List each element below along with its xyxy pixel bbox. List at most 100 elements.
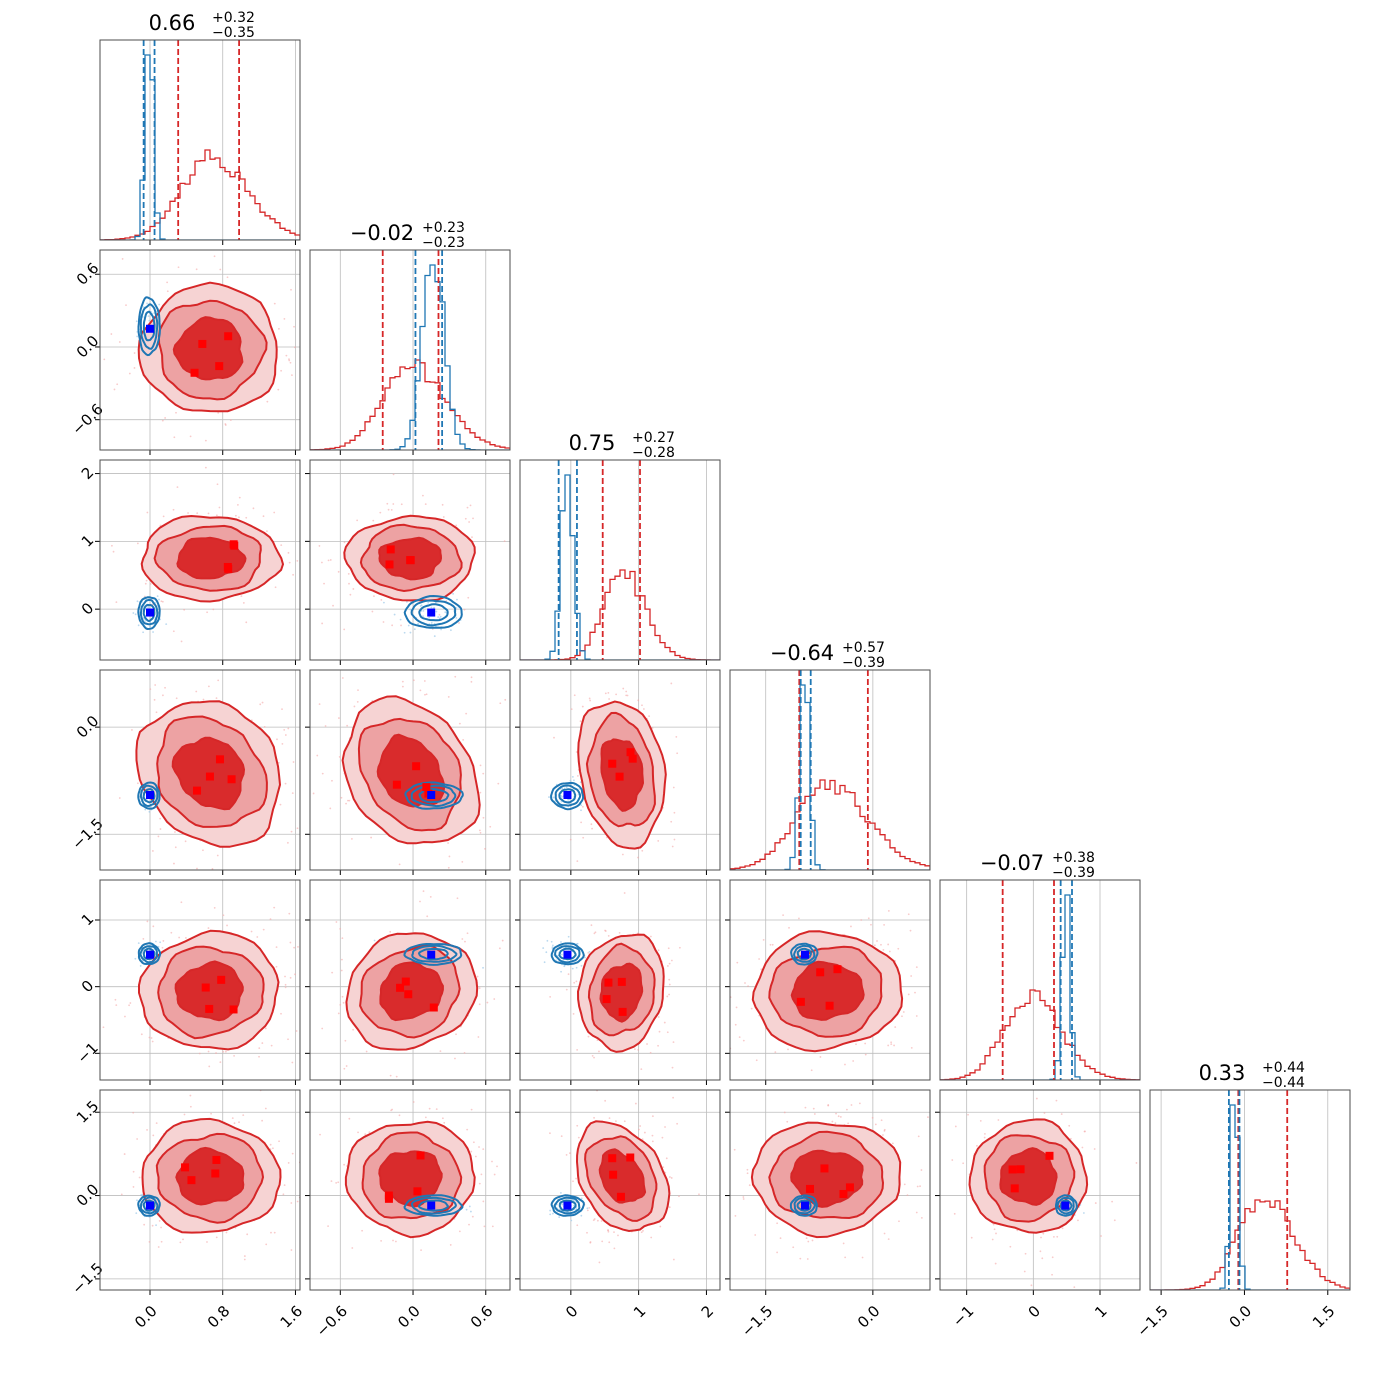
sample-point xyxy=(202,698,205,701)
sample-point xyxy=(373,939,376,942)
sample-point xyxy=(116,383,119,386)
contour-panel-2-0: 0 1 2 xyxy=(78,459,301,665)
sample-point xyxy=(657,1016,660,1018)
sample-point xyxy=(370,836,373,839)
sample-point xyxy=(478,1182,481,1185)
sample-point xyxy=(1061,1227,1064,1230)
panel-title-minus: −0.35 xyxy=(212,25,255,41)
sample-point xyxy=(1053,1235,1055,1238)
sample-point xyxy=(350,837,353,840)
sample-point xyxy=(573,779,575,782)
sample-point xyxy=(746,1172,749,1175)
x-tick-label: −1.5 xyxy=(1133,1302,1171,1340)
sample-point xyxy=(676,1122,679,1125)
sample-point xyxy=(387,508,390,511)
sample-point xyxy=(880,1119,883,1122)
sample-point xyxy=(262,928,265,931)
sample-point xyxy=(419,689,422,692)
sample-point xyxy=(121,258,124,260)
sample-point xyxy=(312,792,315,795)
sample-point xyxy=(204,466,207,469)
sample-point xyxy=(993,1228,996,1231)
sample-point xyxy=(580,809,582,812)
red-truth-marker xyxy=(602,995,611,1004)
panel-title-minus: −0.39 xyxy=(842,655,885,671)
sample-point xyxy=(182,1238,184,1241)
red-truth-marker xyxy=(205,772,214,781)
sample-point xyxy=(277,388,280,391)
sample-point xyxy=(233,1054,235,1057)
sample-point xyxy=(967,1113,969,1116)
sample-point xyxy=(558,1216,561,1218)
sample-point xyxy=(593,1116,595,1119)
sample-point xyxy=(136,600,139,603)
sample-point xyxy=(586,1207,589,1210)
sample-point xyxy=(479,831,482,834)
sample-point xyxy=(1077,1219,1079,1222)
blue-contour-level-2 xyxy=(142,310,156,342)
red-truth-marker xyxy=(193,786,202,795)
sample-point xyxy=(151,850,154,852)
sample-point xyxy=(142,937,145,940)
sample-point xyxy=(158,303,161,306)
blue-contour-level-1 xyxy=(410,784,457,808)
hist-panel-3: −0.64 +0.57−0.39 xyxy=(729,640,931,875)
red-truth-marker xyxy=(1008,1165,1017,1174)
sample-point xyxy=(600,1220,603,1222)
red-histogram xyxy=(730,779,930,870)
sample-point xyxy=(337,1012,340,1015)
sample-point xyxy=(315,988,317,990)
sample-point xyxy=(786,1120,789,1123)
sample-point xyxy=(149,582,152,585)
red-histogram xyxy=(1150,1199,1350,1290)
sample-point xyxy=(157,1246,160,1248)
sample-point xyxy=(650,935,652,938)
sample-point xyxy=(621,853,624,856)
sample-point xyxy=(306,581,308,583)
sample-point xyxy=(607,692,610,694)
sample-point xyxy=(1051,1273,1053,1276)
sample-point xyxy=(321,1027,324,1030)
sample-point xyxy=(1039,1250,1042,1253)
sample-point xyxy=(225,1231,228,1234)
sample-point xyxy=(234,514,237,517)
sample-point xyxy=(657,949,660,952)
sample-point xyxy=(449,1244,452,1246)
sample-point xyxy=(478,1003,481,1006)
sample-point xyxy=(400,624,402,627)
sample-point xyxy=(135,1212,138,1215)
sample-point xyxy=(468,521,470,523)
sample-point xyxy=(1041,1257,1044,1260)
sample-point xyxy=(292,573,294,576)
red-truth-marker xyxy=(386,545,395,554)
sample-point xyxy=(844,1091,846,1093)
blue-histogram xyxy=(1150,1104,1350,1290)
sample-point xyxy=(219,1061,222,1064)
sample-point xyxy=(136,335,139,338)
sample-point xyxy=(799,1257,802,1260)
sample-point xyxy=(297,945,299,948)
sample-point xyxy=(438,617,441,620)
sample-point xyxy=(331,667,333,669)
panel-frame xyxy=(309,879,511,1081)
sample-point xyxy=(882,948,885,951)
sample-point xyxy=(846,1108,848,1111)
panel-title-minus: −0.28 xyxy=(632,445,675,461)
sample-point xyxy=(462,738,465,741)
sample-point xyxy=(1042,1232,1045,1235)
sample-point xyxy=(464,940,466,943)
sample-point xyxy=(668,978,671,981)
sample-point xyxy=(883,923,885,926)
sample-point xyxy=(148,810,151,813)
sample-point xyxy=(144,619,147,622)
sample-point xyxy=(164,417,167,419)
sample-point xyxy=(642,708,645,710)
panel-title: −0.07 xyxy=(980,851,1044,875)
sample-point xyxy=(284,975,286,978)
sample-point xyxy=(924,1162,926,1164)
sample-point xyxy=(422,609,425,612)
sample-point xyxy=(426,915,429,918)
sample-point xyxy=(197,1085,199,1087)
sample-point xyxy=(734,1023,737,1026)
sample-point xyxy=(357,1131,359,1134)
